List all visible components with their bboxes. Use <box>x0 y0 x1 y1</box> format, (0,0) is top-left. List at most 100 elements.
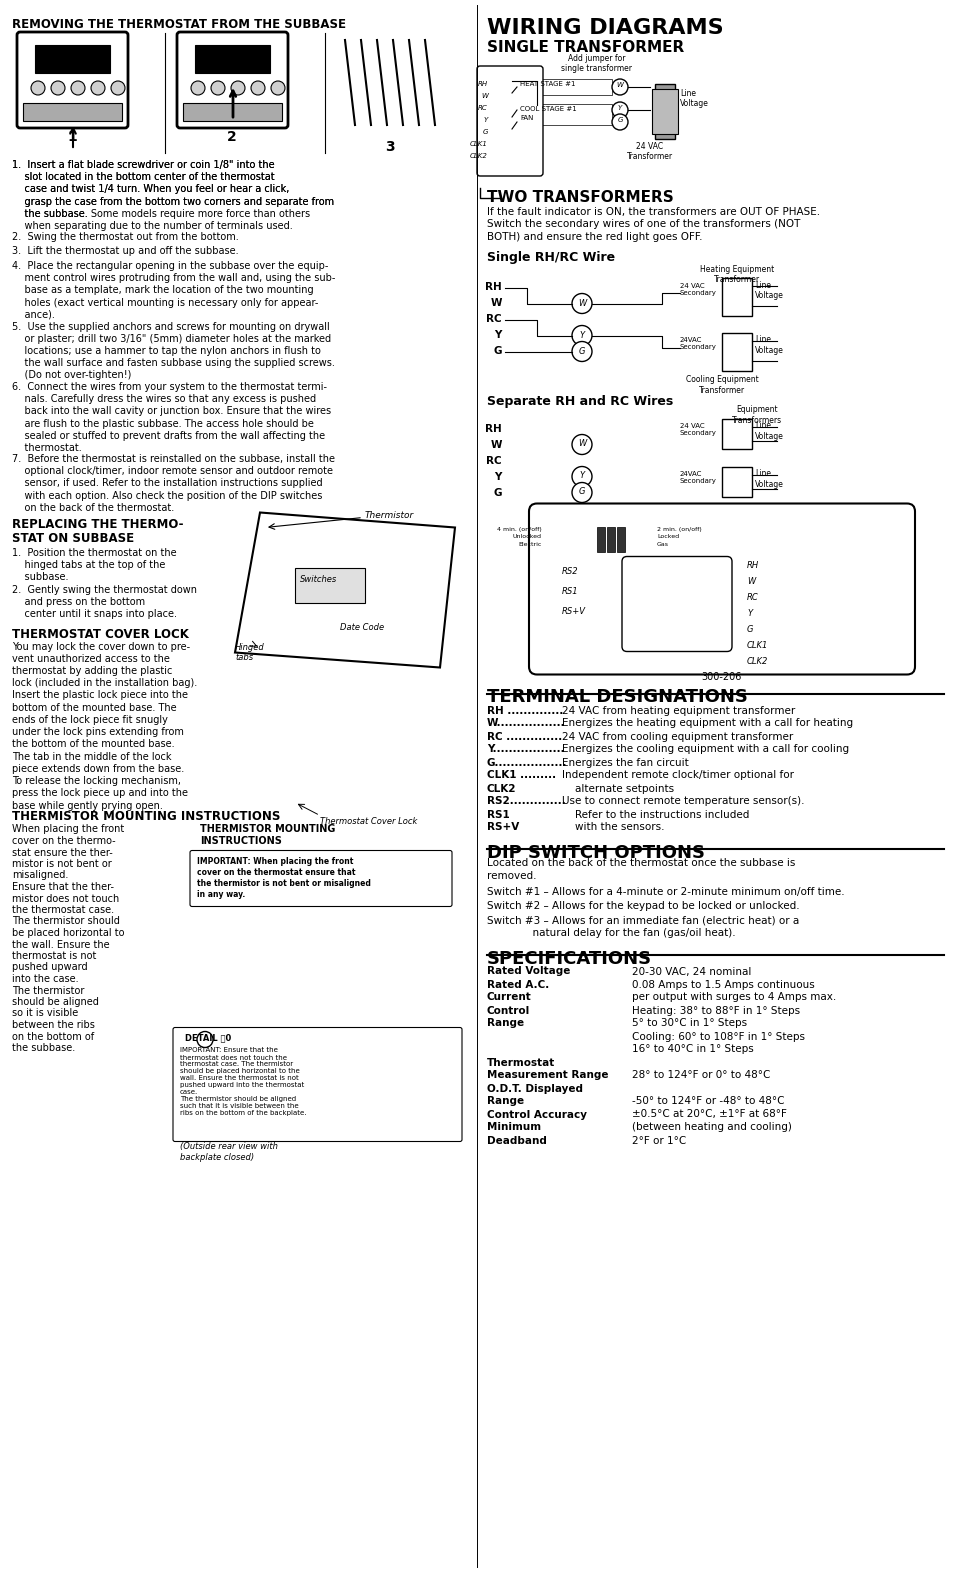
Text: IMPORTANT: When placing the front
cover on the thermostat ensure that
the thermi: IMPORTANT: When placing the front cover … <box>196 857 371 899</box>
Text: RS+V: RS+V <box>486 822 518 833</box>
Text: G: G <box>746 626 753 635</box>
Text: TERMINAL DESIGNATIONS: TERMINAL DESIGNATIONS <box>486 689 747 706</box>
Text: Line
Voltage: Line Voltage <box>754 470 783 489</box>
Text: Y: Y <box>494 330 501 341</box>
Text: 24 VAC
Secondary: 24 VAC Secondary <box>679 423 716 437</box>
Circle shape <box>572 467 592 486</box>
Text: Rated A.C.: Rated A.C. <box>486 979 549 989</box>
Circle shape <box>51 82 65 94</box>
Text: W: W <box>616 82 622 88</box>
Text: CLK2: CLK2 <box>746 657 767 667</box>
Text: 1.  Insert a flat blade screwdriver or coin 1/8" into the
    slot located in th: 1. Insert a flat blade screwdriver or co… <box>12 160 334 219</box>
Text: Measurement Range: Measurement Range <box>486 1071 608 1080</box>
Circle shape <box>572 294 592 313</box>
FancyBboxPatch shape <box>190 850 452 907</box>
Text: RH: RH <box>485 283 501 292</box>
Text: RC: RC <box>746 594 758 602</box>
Bar <box>490 141 512 152</box>
Text: W: W <box>490 299 501 308</box>
FancyBboxPatch shape <box>476 66 542 176</box>
Circle shape <box>612 79 627 94</box>
Bar <box>517 79 612 94</box>
Text: RS2: RS2 <box>561 566 578 575</box>
Circle shape <box>572 483 592 503</box>
Text: When placing the front: When placing the front <box>12 824 124 835</box>
Text: RS2..............: RS2.............. <box>486 797 565 806</box>
Bar <box>490 116 512 127</box>
Text: G: G <box>493 487 501 497</box>
Text: Heating Equipment
Transformer: Heating Equipment Transformer <box>700 264 773 285</box>
Text: Single RH/RC Wire: Single RH/RC Wire <box>486 252 615 264</box>
Text: 5° to 30°C in 1° Steps: 5° to 30°C in 1° Steps <box>631 1019 746 1028</box>
Text: RC: RC <box>477 105 488 112</box>
Text: Y: Y <box>746 610 751 618</box>
Bar <box>490 152 512 163</box>
Text: RH: RH <box>477 82 488 86</box>
Circle shape <box>71 82 85 94</box>
Text: Thermostat: Thermostat <box>486 1058 555 1067</box>
Text: CLK1 .........: CLK1 ......... <box>486 770 556 781</box>
Text: per output with surges to 4 Amps max.: per output with surges to 4 Amps max. <box>631 992 836 1003</box>
Text: Y: Y <box>494 472 501 481</box>
Text: HEAT STAGE #1: HEAT STAGE #1 <box>519 82 575 86</box>
Text: 6.  Connect the wires from your system to the thermostat termi-
    nals. Carefu: 6. Connect the wires from your system to… <box>12 382 331 453</box>
Text: Cooling Equipment
Transformer: Cooling Equipment Transformer <box>685 376 758 395</box>
Text: W: W <box>578 299 585 308</box>
Text: FAN: FAN <box>519 115 533 121</box>
Circle shape <box>231 82 245 94</box>
Text: into the case.: into the case. <box>12 975 78 984</box>
Text: 1: 1 <box>67 130 77 145</box>
Text: 0.08 Amps to 1.5 Amps continuous: 0.08 Amps to 1.5 Amps continuous <box>631 979 814 989</box>
Text: mistor does not touch: mistor does not touch <box>12 893 119 904</box>
Bar <box>617 527 624 552</box>
FancyBboxPatch shape <box>172 1028 461 1141</box>
Text: W: W <box>746 577 755 586</box>
Circle shape <box>572 325 592 346</box>
Text: W: W <box>490 440 501 450</box>
Text: Energizes the heating equipment with a call for heating: Energizes the heating equipment with a c… <box>561 718 852 728</box>
Text: Y: Y <box>578 330 584 340</box>
Text: SPECIFICATIONS: SPECIFICATIONS <box>486 949 652 967</box>
Text: RC: RC <box>486 314 501 324</box>
Text: CLK2: CLK2 <box>486 783 516 794</box>
Text: 1.  Position the thermostat on the
    hinged tabs at the top of the
    subbase: 1. Position the thermostat on the hinged… <box>12 547 176 582</box>
Text: 24 VAC from heating equipment transformer: 24 VAC from heating equipment transforme… <box>561 706 795 715</box>
Bar <box>490 129 512 140</box>
Bar <box>194 46 270 72</box>
Text: 24 VAC
Secondary: 24 VAC Secondary <box>679 283 716 296</box>
Text: Add jumper for
single transformer: Add jumper for single transformer <box>561 53 632 74</box>
Polygon shape <box>234 512 455 668</box>
Text: W: W <box>578 440 585 448</box>
Text: Deadband: Deadband <box>486 1135 546 1146</box>
Bar <box>655 83 675 138</box>
Text: Line
Voltage: Line Voltage <box>754 421 783 440</box>
Circle shape <box>91 82 105 94</box>
Text: Heating: 38° to 88°F in 1° Steps: Heating: 38° to 88°F in 1° Steps <box>631 1006 800 1016</box>
Circle shape <box>251 82 265 94</box>
Text: G..................: G.................. <box>486 758 567 767</box>
Text: DETAIL ⑀0: DETAIL ⑀0 <box>185 1033 231 1042</box>
Text: Line
Voltage: Line Voltage <box>754 280 783 300</box>
Text: SINGLE TRANSFORMER: SINGLE TRANSFORMER <box>486 39 683 55</box>
Text: 2.  Swing the thermostat out from the bottom.: 2. Swing the thermostat out from the bot… <box>12 233 238 242</box>
Text: (between heating and cooling): (between heating and cooling) <box>631 1122 791 1132</box>
Text: 28° to 124°F or 0° to 48°C: 28° to 124°F or 0° to 48°C <box>631 1071 770 1080</box>
Circle shape <box>191 82 205 94</box>
Text: Switch #3 – Allows for an immediate fan (electric heat) or a
              natur: Switch #3 – Allows for an immediate fan … <box>486 915 799 938</box>
Text: Refer to the instructions included: Refer to the instructions included <box>561 810 749 819</box>
Text: Located on the back of the thermostat once the subbase is
removed.: Located on the back of the thermostat on… <box>486 858 795 880</box>
Circle shape <box>612 102 627 118</box>
Text: Minimum: Minimum <box>486 1122 540 1132</box>
Text: WIRING DIAGRAMS: WIRING DIAGRAMS <box>486 17 723 38</box>
Text: The thermistor should: The thermistor should <box>12 916 120 926</box>
Bar <box>597 527 604 552</box>
Text: ±0.5°C at 20°C, ±1°F at 68°F: ±0.5°C at 20°C, ±1°F at 68°F <box>631 1110 786 1119</box>
Text: O.D.T. Displayed: O.D.T. Displayed <box>486 1083 582 1094</box>
Bar <box>517 104 612 126</box>
Text: Thermistor: Thermistor <box>365 511 414 519</box>
Text: Control Accuracy: Control Accuracy <box>486 1110 586 1119</box>
Text: Switch #1 – Allows for a 4-minute or 2-minute minimum on/off time.: Switch #1 – Allows for a 4-minute or 2-m… <box>486 887 843 896</box>
Text: RH ..............: RH .............. <box>486 706 563 715</box>
Text: 2 min. (on/off): 2 min. (on/off) <box>657 527 701 531</box>
Text: RS+V: RS+V <box>561 607 585 616</box>
